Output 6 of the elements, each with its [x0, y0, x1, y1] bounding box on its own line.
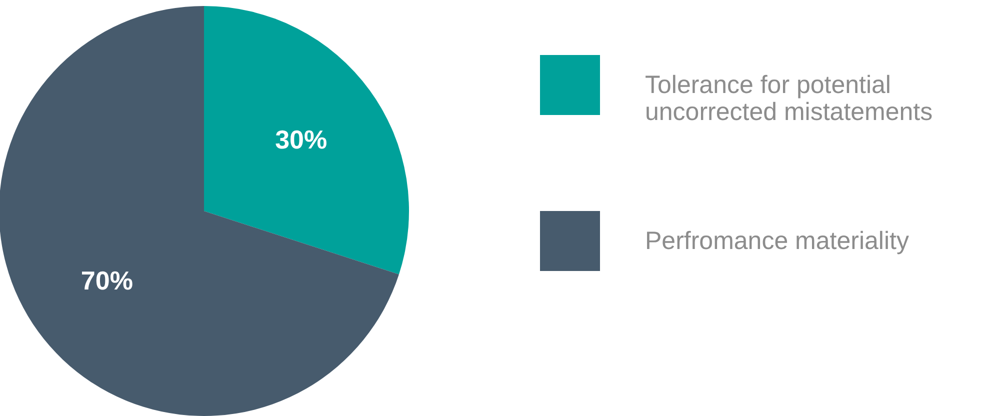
data-label: 70% — [80, 266, 133, 296]
data-label: 30% — [275, 124, 328, 154]
legend-label: Perfromance materiality — [645, 227, 910, 255]
pie-slice — [0, 6, 399, 416]
pie-slice — [204, 6, 409, 274]
legend-label: Tolerance for potential uncorrected mistatements — [645, 71, 933, 126]
